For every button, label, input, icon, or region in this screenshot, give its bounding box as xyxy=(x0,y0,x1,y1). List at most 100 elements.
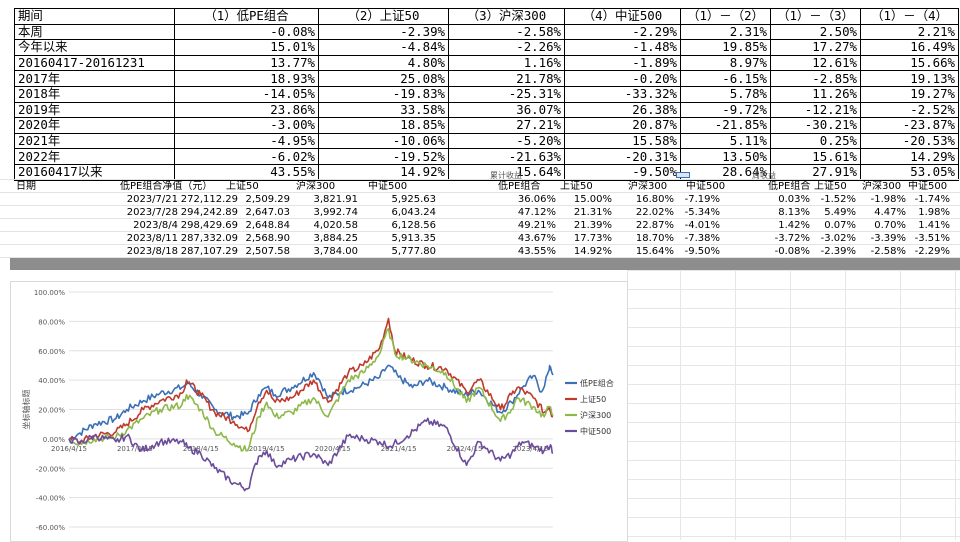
cum-value-cell: 18.70% xyxy=(635,233,674,244)
nav-value-cell: 4,020.58 xyxy=(313,220,358,231)
row-gridline xyxy=(0,257,960,258)
summary-value-cell: 18.85% xyxy=(318,117,449,134)
series-line-0 xyxy=(68,364,554,440)
summary-row: 2018年 -14.05% -19.83% -25.31% -33.32% 5.78% 11… xyxy=(14,85,959,103)
series-line-3 xyxy=(68,417,554,492)
x-tick-label: 2017/4/15 xyxy=(117,445,153,453)
legend-label: 沪深300 xyxy=(580,410,611,420)
cum-value-cell: 16.80% xyxy=(635,194,674,205)
nav-value-cell: 3,821.91 xyxy=(313,194,358,205)
row-gridline xyxy=(627,536,960,537)
summary-value-cell: 2.21% xyxy=(860,23,959,41)
nav-value-cell: 2,647.03 xyxy=(245,207,290,218)
y-tick-label: 100.00% xyxy=(34,289,65,297)
summary-row: 2017年 18.93% 25.08% 21.78% -0.20% -6.15% -2.85… xyxy=(14,70,959,87)
summary-header-cell: （1）－（3） xyxy=(770,8,861,25)
legend-label: 低PE组合 xyxy=(580,378,614,388)
column-gridline xyxy=(900,270,901,540)
summary-value-cell: -19.52% xyxy=(318,148,449,165)
summary-value-cell: -4.95% xyxy=(174,132,319,150)
summary-value-cell: 15.66% xyxy=(860,54,959,72)
date-cell: 2023/7/28 xyxy=(126,207,178,218)
nav-value-cell: 3,992.74 xyxy=(313,207,358,218)
column-gridline xyxy=(735,270,736,540)
summary-header-cell: 期间 xyxy=(14,8,175,25)
summary-value-cell: 26.38% xyxy=(564,101,681,119)
row-gridline xyxy=(627,289,960,290)
summary-value-cell: 15.01% xyxy=(174,39,319,56)
legend-label: 上证50 xyxy=(580,395,606,404)
cell-selection-marker[interactable] xyxy=(676,172,690,178)
summary-period-cell: 20160417-20161231 xyxy=(14,54,175,72)
summary-value-cell: -0.20% xyxy=(564,70,681,87)
cum-value-cell: 15.00% xyxy=(573,194,612,205)
summary-value-cell: -21.85% xyxy=(680,117,771,134)
x-tick-label: 2018/4/15 xyxy=(183,445,219,453)
summary-header-cell: （2）上证50 xyxy=(318,8,449,25)
summary-value-cell: 25.08% xyxy=(318,70,449,87)
summary-value-cell: 14.29% xyxy=(860,148,959,165)
cum-value-cell: 14.92% xyxy=(573,246,612,257)
row-gridline xyxy=(0,218,960,219)
nav-value-cell: 3,884.25 xyxy=(313,233,358,244)
cumulative-return-chart[interactable]: 100.00% 80.00% 60.00% 40.00% 20.00% 0.00% -20.… xyxy=(10,281,628,542)
summary-value-cell: 15.58% xyxy=(564,132,681,150)
summary-value-cell: 19.27% xyxy=(860,85,959,103)
summary-value-cell: 18.93% xyxy=(174,70,319,87)
week-value-cell: 5.49% xyxy=(824,207,856,218)
x-tick-label: 2019/4/15 xyxy=(249,445,285,453)
summary-value-cell: -2.52% xyxy=(860,101,959,119)
row-gridline xyxy=(627,308,960,309)
nav-header-cell: 中证500 xyxy=(368,181,408,192)
nav-value-cell: 2,507.58 xyxy=(245,246,290,257)
week-value-cell: -1.98% xyxy=(870,194,906,205)
summary-value-cell: 27.21% xyxy=(448,117,565,134)
nav-value-cell: 2,648.84 xyxy=(245,220,290,231)
summary-row: 20160417以来 43.55% 14.92% 15.64% -9.50% 28.64%… xyxy=(14,163,959,181)
week-value-cell: -2.58% xyxy=(870,246,906,257)
y-tick-label: 0.00% xyxy=(43,436,66,444)
summary-period-cell: 2018年 xyxy=(14,85,175,103)
summary-value-cell: -10.06% xyxy=(318,132,449,150)
row-gridline xyxy=(627,498,960,499)
week-value-cell: 0.07% xyxy=(824,220,856,231)
y-tick-label: 20.00% xyxy=(38,407,65,415)
summary-value-cell: 5.11% xyxy=(680,132,771,150)
week-header-cell: 沪深300 xyxy=(862,181,902,192)
row-gridline xyxy=(627,403,960,404)
series-line-2 xyxy=(68,327,554,452)
legend-label: 中证500 xyxy=(580,426,611,436)
summary-value-cell: -30.21% xyxy=(770,117,861,134)
summary-value-cell: -3.00% xyxy=(174,117,319,134)
summary-value-cell: 2.31% xyxy=(680,23,771,41)
summary-period-cell: 2022年 xyxy=(14,148,175,165)
summary-value-cell: -4.84% xyxy=(318,39,449,56)
summary-row: 2021年 -4.95% -10.06% -5.20% 15.58% 5.11% 0.25%… xyxy=(14,132,959,150)
row-gridline xyxy=(0,205,960,206)
summary-value-cell: 11.26% xyxy=(770,85,861,103)
nav-value-cell: 5,913.35 xyxy=(391,233,436,244)
summary-value-cell: 15.61% xyxy=(770,148,861,165)
date-cell: 2023/8/18 xyxy=(126,246,178,257)
summary-value-cell: -20.53% xyxy=(860,132,959,150)
cum-value-cell: 17.73% xyxy=(573,233,612,244)
cumulative-returns-stub: 累计收益 xyxy=(490,171,522,180)
x-tick-label: 2022/4/15 xyxy=(447,445,483,453)
summary-value-cell: -2.85% xyxy=(770,70,861,87)
row-gridline xyxy=(627,346,960,347)
summary-period-cell: 本周 xyxy=(14,23,175,41)
date-cell: 2023/8/4 xyxy=(133,220,178,231)
cum-value-cell: 43.55% xyxy=(517,246,556,257)
summary-header-cell: （4）中证500 xyxy=(564,8,681,25)
week-header-cell: 上证50 xyxy=(814,181,847,192)
chart-svg: 100.00% 80.00% 60.00% 40.00% 20.00% 0.00% -20.… xyxy=(21,289,614,532)
summary-value-cell: 19.85% xyxy=(680,39,771,56)
column-gridline xyxy=(790,270,791,540)
cum-value-cell: 43.67% xyxy=(517,233,556,244)
week-value-cell: 0.03% xyxy=(778,194,810,205)
summary-period-cell: 2021年 xyxy=(14,132,175,150)
cum-value-cell: 47.12% xyxy=(517,207,556,218)
cum-header-cell: 沪深300 xyxy=(628,181,668,192)
week-value-cell: -3.72% xyxy=(774,233,810,244)
nav-value-cell: 2,568.90 xyxy=(245,233,290,244)
